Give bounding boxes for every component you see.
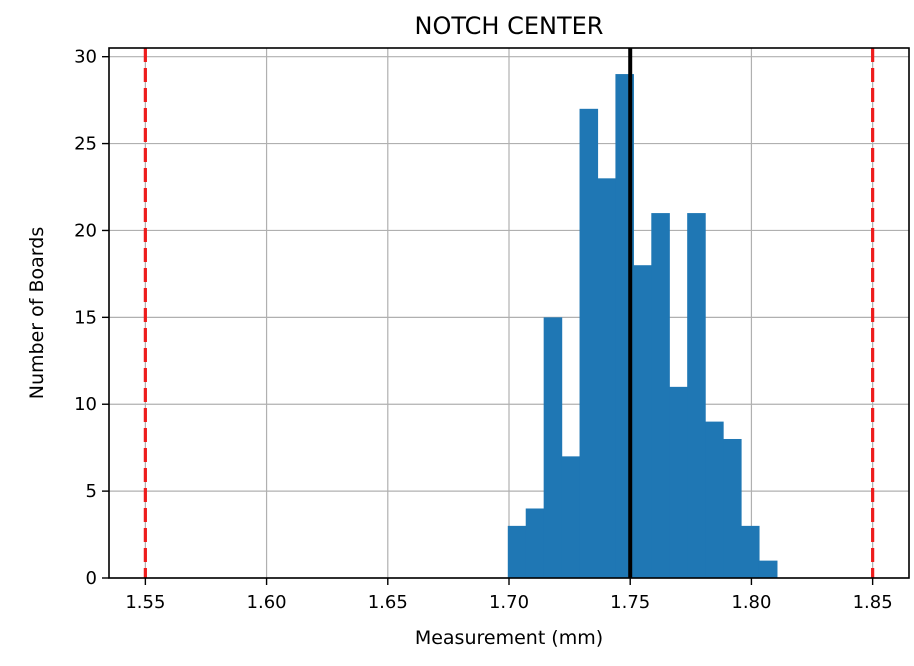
y-tick-label: 10 [74,394,97,415]
histogram-bar [651,213,670,578]
x-tick-label: 1.85 [853,592,893,613]
axes: 1.55 1.60 1.65 1.70 1.75 1.80 1.85 0 5 10 15 20 25 30 [74,47,893,613]
histogram-bar [669,386,688,578]
histogram-bar [633,265,652,578]
y-tick-label: 30 [74,47,97,68]
histogram-bar [723,438,742,578]
histogram-bar [758,560,778,578]
x-axis-label: Measurement (mm) [415,627,603,649]
x-tick-label: 1.75 [610,592,650,613]
histogram-bar [525,508,545,578]
x-tick-label: 1.60 [247,592,287,613]
y-tick-label: 5 [86,481,97,502]
x-tick-label: 1.70 [489,592,529,613]
plot-frame [108,47,910,579]
reference-lines [143,48,875,578]
grid-lines [109,48,909,579]
chart-title: NOTCH CENTER [415,12,604,40]
histogram-bar [561,456,581,578]
histogram-bars [507,74,778,578]
y-tick-label: 25 [74,134,97,155]
y-tick-label: 0 [86,568,97,589]
histogram-bar [579,108,599,578]
y-tick-label: 15 [74,307,97,328]
histogram-bar [543,317,563,578]
histogram-bar [507,525,527,578]
histogram-bar [705,421,724,578]
x-tick-label: 1.80 [731,592,771,613]
histogram-bar [687,213,706,578]
histogram-bar [741,525,760,578]
y-axis-label: Number of Boards [26,227,48,399]
y-tick-label: 20 [74,220,97,241]
x-tick-label: 1.65 [368,592,408,613]
histogram-bar [597,178,617,578]
x-tick-label: 1.55 [125,592,165,613]
